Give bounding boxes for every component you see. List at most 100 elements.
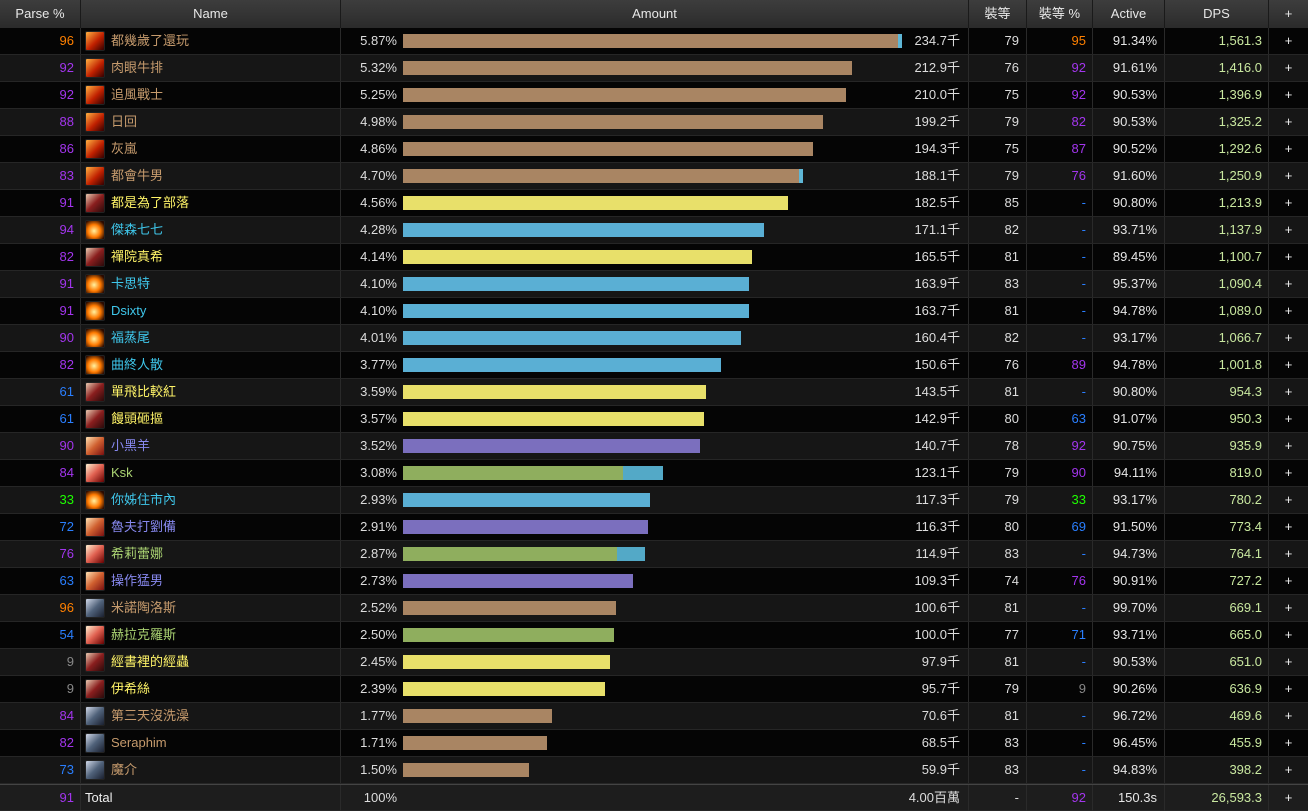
player-name-cell[interactable]: 福蒸尾 (81, 325, 341, 351)
header-ilvl[interactable]: 裝等 (969, 0, 1027, 28)
player-name-cell[interactable]: 灰嵐 (81, 136, 341, 162)
header-amount[interactable]: Amount (341, 0, 969, 28)
row-expand-button[interactable]: + (1284, 573, 1293, 588)
header-add-column-button[interactable]: + (1284, 6, 1293, 21)
row-expand-button[interactable]: + (1284, 141, 1293, 156)
row-expand-button[interactable]: + (1284, 681, 1293, 696)
header-ilvl-percent[interactable]: 裝等 % (1027, 0, 1093, 28)
table-row[interactable]: 82 禪院真希 4.14% 165.5千 81-89.45% 1,100.7 + (0, 244, 1308, 271)
player-name-cell[interactable]: 傑森七七 (81, 217, 341, 243)
table-row[interactable]: 91 都是為了部落 4.56% 182.5千 85-90.80% 1,213.9 + (0, 190, 1308, 217)
row-expand-button[interactable]: + (1284, 654, 1293, 669)
table-row[interactable]: 82 曲終人散 3.77% 150.6千 76 89 94.78% 1,001.8 + (0, 352, 1308, 379)
row-expand-button[interactable]: + (1284, 492, 1293, 507)
row-expand-button[interactable]: + (1284, 735, 1293, 750)
player-name-cell[interactable]: 追風戰士 (81, 82, 341, 108)
table-row[interactable]: 96 都幾歲了還玩 5.87% 234.7千 79 95 91.34% 1,561.3 + (0, 28, 1308, 55)
table-row[interactable]: 86 灰嵐 4.86% 194.3千 75 87 90.52% 1,292.6 + (0, 136, 1308, 163)
player-name-cell[interactable]: 卡思特 (81, 271, 341, 297)
row-expand-button[interactable]: + (1284, 168, 1293, 183)
player-name-cell[interactable]: 第三天沒洗澡 (81, 703, 341, 729)
player-name-cell[interactable]: 肉眼牛排 (81, 55, 341, 81)
player-name-cell[interactable]: 米諾陶洛斯 (81, 595, 341, 621)
table-row[interactable]: 91 Dsixty 4.10% 163.7千 81-94.78% 1,089.0 + (0, 298, 1308, 325)
row-expand-button[interactable]: + (1284, 546, 1293, 561)
table-row[interactable]: 82 Seraphim 1.71% 68.5千 83-96.45% 455.9 + (0, 730, 1308, 757)
table-row[interactable]: 73 魔介 1.50% 59.9千 83-94.83% 398.2 + (0, 757, 1308, 784)
row-expand-button[interactable]: + (1284, 87, 1293, 102)
player-name-cell[interactable]: 饅頭砸摳 (81, 406, 341, 432)
player-name-cell[interactable]: 都幾歲了還玩 (81, 28, 341, 54)
row-expand-button[interactable]: + (1284, 519, 1293, 534)
player-name-cell[interactable]: 曲終人散 (81, 352, 341, 378)
amount-bar-pet (623, 466, 663, 480)
player-name-cell[interactable]: 禪院真希 (81, 244, 341, 270)
row-expand-button[interactable]: + (1284, 60, 1293, 75)
row-expand-button[interactable]: + (1284, 222, 1293, 237)
item-level-percent: 63 (1027, 406, 1093, 432)
table-row[interactable]: 92 追風戰士 5.25% 210.0千 75 92 90.53% 1,396.9 + (0, 82, 1308, 109)
row-expand-button[interactable]: + (1284, 114, 1293, 129)
row-expand-button[interactable]: + (1284, 249, 1293, 264)
table-row[interactable]: 61 單飛比較紅 3.59% 143.5千 81-90.80% 954.3 + (0, 379, 1308, 406)
row-expand-button[interactable]: + (1284, 357, 1293, 372)
table-row[interactable]: 96 米諾陶洛斯 2.52% 100.6千 81-99.70% 669.1 + (0, 595, 1308, 622)
header-dps[interactable]: DPS (1165, 0, 1269, 28)
table-row[interactable]: 72 魯夫打劉備 2.91% 116.3千 80 69 91.50% 773.4 + (0, 514, 1308, 541)
table-row[interactable]: 90 小黑羊 3.52% 140.7千 78 92 90.75% 935.9 + (0, 433, 1308, 460)
row-expand-button[interactable]: + (1284, 708, 1293, 723)
dps-value: 1,561.3 (1165, 28, 1269, 54)
table-row[interactable]: 9 經書裡的經蟲 2.45% 97.9千 81-90.53% 651.0 + (0, 649, 1308, 676)
row-expand-button[interactable]: + (1284, 384, 1293, 399)
table-row[interactable]: 84 Ksk 3.08% 123.1千 79 90 94.11% 819.0 + (0, 460, 1308, 487)
header-parse[interactable]: Parse % (0, 0, 81, 28)
player-name-cell[interactable]: 小黑羊 (81, 433, 341, 459)
player-name-cell[interactable]: 赫拉克羅斯 (81, 622, 341, 648)
table-row[interactable]: 9 伊希絲 2.39% 95.7千 79 9 90.26% 636.9 + (0, 676, 1308, 703)
table-row[interactable]: 88 日回 4.98% 199.2千 79 82 90.53% 1,325.2 + (0, 109, 1308, 136)
row-expand-button[interactable]: + (1284, 276, 1293, 291)
row-expand-button[interactable]: + (1284, 762, 1293, 777)
row-expand-button[interactable]: + (1284, 627, 1293, 642)
player-name-cell[interactable]: 你姊住市內 (81, 487, 341, 513)
table-row[interactable]: 33 你姊住市內 2.93% 117.3千 79 33 93.17% 780.2 + (0, 487, 1308, 514)
table-row[interactable]: 63 操作猛男 2.73% 109.3千 74 76 90.91% 727.2 + (0, 568, 1308, 595)
header-name[interactable]: Name (81, 0, 341, 28)
table-row[interactable]: 90 福蒸尾 4.01% 160.4千 82-93.17% 1,066.7 + (0, 325, 1308, 352)
player-name-cell[interactable]: 都是為了部落 (81, 190, 341, 216)
amount-percent: 3.52% (360, 438, 397, 453)
player-name-cell[interactable]: 經書裡的經蟲 (81, 649, 341, 675)
table-row[interactable]: 84 第三天沒洗澡 1.77% 70.6千 81-96.72% 469.6 + (0, 703, 1308, 730)
player-name-cell[interactable]: 伊希絲 (81, 676, 341, 702)
row-expand-button[interactable]: + (1284, 33, 1293, 48)
row-expand-button[interactable]: + (1284, 465, 1293, 480)
table-row[interactable]: 83 都會牛男 4.70% 188.1千 79 76 91.60% 1,250.9 + (0, 163, 1308, 190)
row-expand-button[interactable]: + (1284, 195, 1293, 210)
player-name-cell[interactable]: Seraphim (81, 730, 341, 756)
row-expand-button[interactable]: + (1284, 330, 1293, 345)
table-row[interactable]: 91 卡思特 4.10% 163.9千 83-95.37% 1,090.4 + (0, 271, 1308, 298)
table-row[interactable]: 76 希莉蕾娜 2.87% 114.9千 83-94.73% 764.1 + (0, 541, 1308, 568)
player-name-cell[interactable]: 魔介 (81, 757, 341, 783)
player-name-cell[interactable]: 單飛比較紅 (81, 379, 341, 405)
player-name-cell[interactable]: Ksk (81, 460, 341, 486)
item-level: 79 (969, 163, 1027, 189)
row-expand-button[interactable]: + (1284, 411, 1293, 426)
row-expand-button[interactable]: + (1284, 303, 1293, 318)
row-expand-button[interactable]: + (1284, 438, 1293, 453)
player-name-cell[interactable]: 魯夫打劉備 (81, 514, 341, 540)
player-name-cell[interactable]: 日回 (81, 109, 341, 135)
header-active[interactable]: Active (1093, 0, 1165, 28)
table-row[interactable]: 61 饅頭砸摳 3.57% 142.9千 80 63 91.07% 950.3 + (0, 406, 1308, 433)
table-row[interactable]: 54 赫拉克羅斯 2.50% 100.0千 77 71 93.71% 665.0 + (0, 622, 1308, 649)
player-name-cell[interactable]: 都會牛男 (81, 163, 341, 189)
total-expand-button[interactable]: + (1284, 790, 1293, 805)
item-level-percent: - (1027, 730, 1093, 756)
table-row[interactable]: 92 肉眼牛排 5.32% 212.9千 76 92 91.61% 1,416.0 + (0, 55, 1308, 82)
table-row[interactable]: 94 傑森七七 4.28% 171.1千 82-93.71% 1,137.9 + (0, 217, 1308, 244)
row-expand-button[interactable]: + (1284, 600, 1293, 615)
item-level: 81 (969, 379, 1027, 405)
player-name-cell[interactable]: 操作猛男 (81, 568, 341, 594)
player-name-cell[interactable]: Dsixty (81, 298, 341, 324)
player-name-cell[interactable]: 希莉蕾娜 (81, 541, 341, 567)
